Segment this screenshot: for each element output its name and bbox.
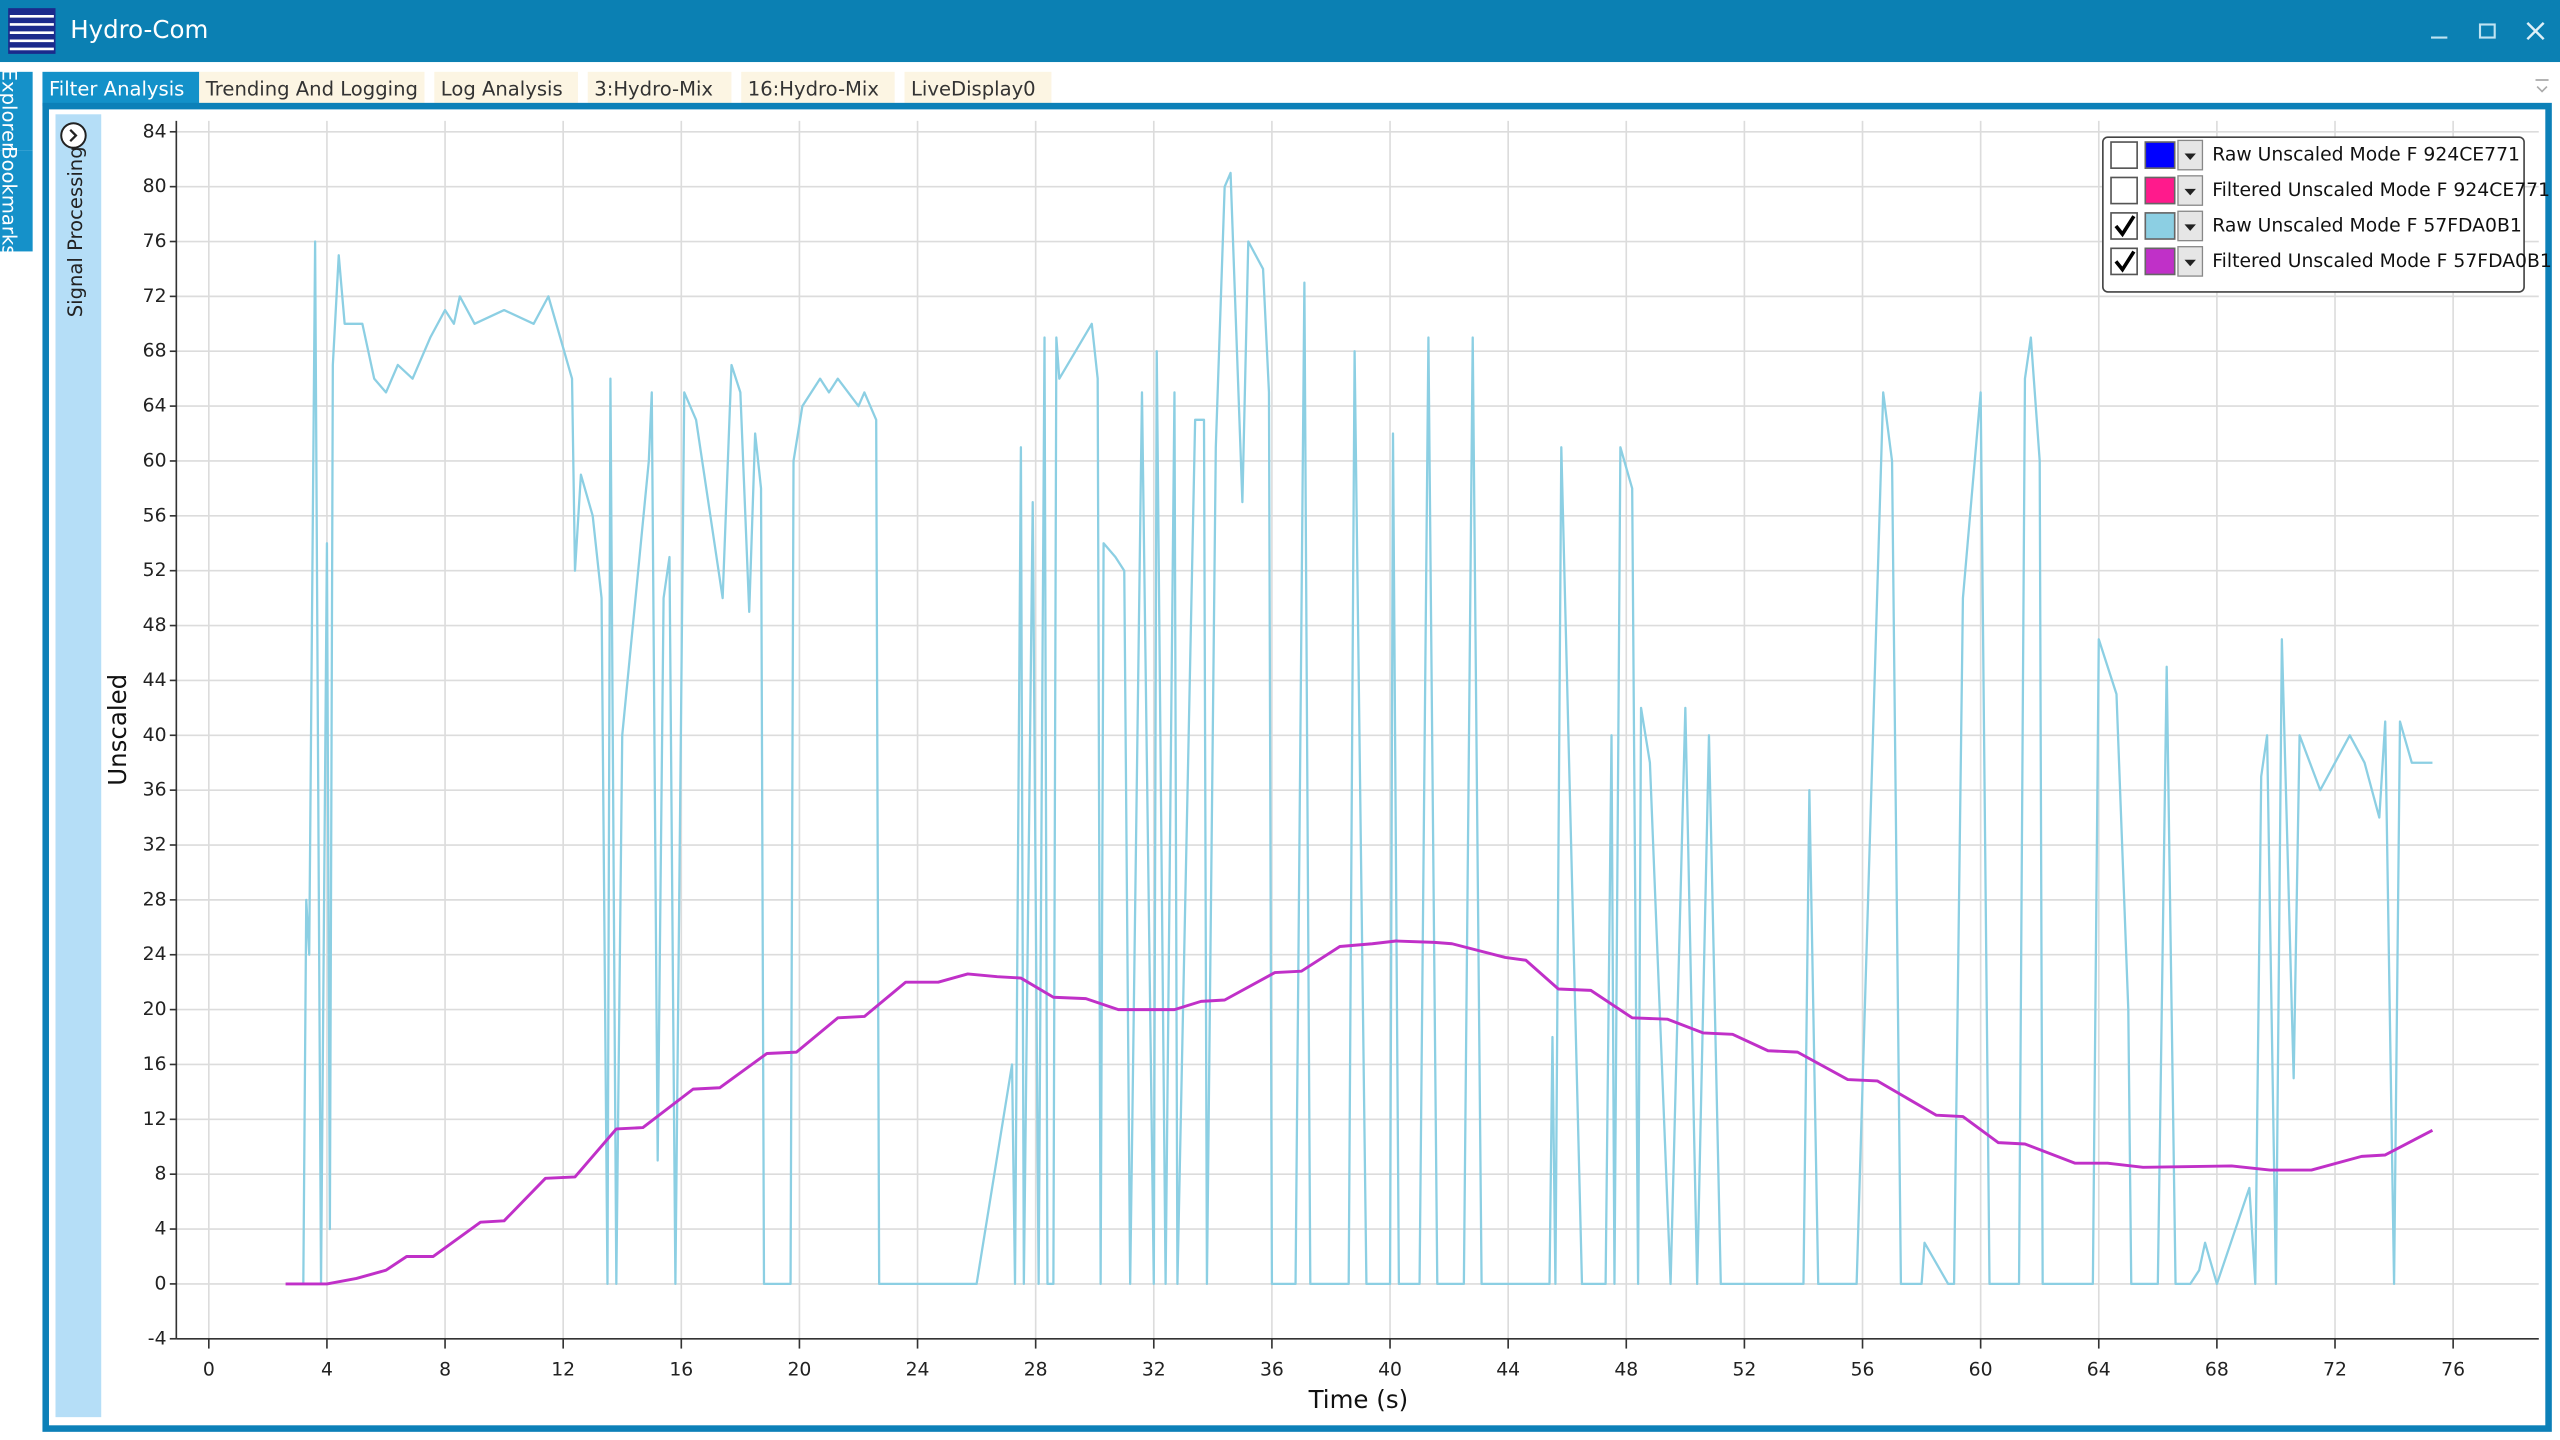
tab-label: 16:Hydro-Mix xyxy=(748,77,879,100)
y-tick-label: 12 xyxy=(143,1109,167,1130)
legend-label: Raw Unscaled Mode F 57FDA0B1 xyxy=(2212,215,2522,236)
y-tick-label: 48 xyxy=(143,615,167,636)
y-tick-label: 40 xyxy=(143,725,167,746)
x-tick-label: 0 xyxy=(203,1359,215,1380)
legend-label: Filtered Unscaled Mode F 57FDA0B1 xyxy=(2212,251,2552,272)
x-tick-label: 12 xyxy=(551,1359,575,1380)
y-tick-label: 60 xyxy=(143,450,167,471)
side-tab[interactable] xyxy=(0,150,33,252)
legend-swatch xyxy=(2144,141,2176,169)
tab-label: 3:Hydro-Mix xyxy=(594,77,713,100)
dropdown-arrow xyxy=(2184,153,2196,160)
x-tick-label: 48 xyxy=(1614,1359,1638,1380)
y-tick-label: 8 xyxy=(155,1164,167,1185)
x-tick-label: 16 xyxy=(669,1359,693,1380)
tab[interactable] xyxy=(904,71,1052,107)
check-mark xyxy=(2114,250,2136,273)
x-tick-label: 56 xyxy=(1851,1359,1875,1380)
expand-icon xyxy=(69,128,78,143)
y-tick-label: 80 xyxy=(143,176,167,197)
dropdown-arrow xyxy=(2184,188,2196,196)
x-tick-label: 72 xyxy=(2323,1359,2347,1380)
menu-button[interactable] xyxy=(8,8,56,54)
legend-label: Filtered Unscaled Mode F 924CE771 xyxy=(2212,180,2550,201)
maximize-button[interactable] xyxy=(2478,23,2496,39)
tab-menu[interactable] xyxy=(2535,79,2549,93)
legend: Raw Unscaled Mode F 924CE771 Filtered Uns… xyxy=(2102,136,2552,293)
y-tick-label: 0 xyxy=(155,1273,167,1294)
y-tick-label: 72 xyxy=(143,286,167,307)
color-dropdown[interactable] xyxy=(2177,139,2204,171)
side-tab-label: Bookmarks xyxy=(0,146,21,255)
legend-checkbox[interactable] xyxy=(2110,176,2138,205)
y-tick-label: 16 xyxy=(143,1054,167,1075)
dropdown-arrow xyxy=(2184,224,2196,231)
x-tick-label: 24 xyxy=(906,1359,930,1380)
y-tick-label: 28 xyxy=(143,889,167,910)
y-tick-label: -4 xyxy=(148,1328,167,1349)
panel-title: Signal Processing xyxy=(64,146,87,317)
x-tick-label: 68 xyxy=(2205,1359,2229,1380)
y-axis-title: Unscaled xyxy=(103,674,132,786)
tab[interactable] xyxy=(434,71,578,107)
x-tick-label: 64 xyxy=(2087,1359,2111,1380)
legend-box xyxy=(2102,136,2525,293)
legend-swatch xyxy=(2144,247,2176,276)
y-tick-label: 24 xyxy=(143,944,167,965)
y-tick-label: 56 xyxy=(143,505,167,526)
tab-label: Trending And Logging xyxy=(205,77,418,100)
x-tick-label: 44 xyxy=(1496,1359,1520,1380)
x-tick-label: 28 xyxy=(1024,1359,1048,1380)
y-tick-label: 32 xyxy=(143,835,167,856)
legend-swatch xyxy=(2144,176,2176,205)
tab[interactable] xyxy=(741,71,895,107)
x-tick-label: 32 xyxy=(1142,1359,1166,1380)
tab[interactable] xyxy=(42,71,200,107)
y-tick-label: 36 xyxy=(143,780,167,801)
check-mark xyxy=(2114,215,2136,238)
x-tick-label: 40 xyxy=(1378,1359,1402,1380)
x-axis-title: Time (s) xyxy=(1308,1385,1408,1414)
x-tick-label: 36 xyxy=(1260,1359,1284,1380)
expand-button[interactable] xyxy=(60,122,87,149)
ticks: -404812162024283236404448525660646872768… xyxy=(143,121,2465,1380)
y-tick-label: 64 xyxy=(143,396,167,417)
x-tick-label: 20 xyxy=(787,1359,811,1380)
y-tick-label: 44 xyxy=(143,670,167,691)
side-tab[interactable] xyxy=(0,71,33,151)
y-tick-label: 76 xyxy=(143,231,167,252)
y-tick-label: 52 xyxy=(143,560,167,581)
y-tick-label: 84 xyxy=(143,121,167,142)
tab-strip: Filter Analysis Trending And Logging Log A… xyxy=(42,71,1052,107)
title-bar xyxy=(0,0,2560,63)
tab-label: Log Analysis xyxy=(441,77,563,100)
series-line xyxy=(302,171,2433,1286)
tab-label: Filter Analysis xyxy=(49,77,184,100)
x-tick-label: 52 xyxy=(1732,1359,1756,1380)
series-line xyxy=(285,939,2434,1286)
y-tick-label: 20 xyxy=(143,999,167,1020)
tab-label: LiveDisplay0 xyxy=(911,77,1036,100)
x-tick-label: 60 xyxy=(1969,1359,1993,1380)
x-tick-label: 76 xyxy=(2441,1359,2465,1380)
close-button[interactable] xyxy=(2526,21,2545,41)
x-tick-label: 4 xyxy=(321,1359,333,1380)
tab[interactable] xyxy=(587,71,732,107)
side-tab-label: Explorer xyxy=(0,69,21,151)
x-tick-label: 8 xyxy=(439,1359,451,1380)
legend-label: Raw Unscaled Mode F 924CE771 xyxy=(2212,145,2520,166)
plot-area xyxy=(285,171,2434,1286)
legend-swatch xyxy=(2144,212,2176,240)
legend-checkbox[interactable] xyxy=(2110,141,2138,169)
tab[interactable] xyxy=(199,71,425,107)
side-panel xyxy=(55,114,102,1418)
dropdown-arrow xyxy=(2184,259,2196,267)
y-tick-label: 68 xyxy=(143,341,167,362)
y-tick-label: 4 xyxy=(155,1219,167,1240)
window-title: Hydro-Com xyxy=(70,15,208,44)
